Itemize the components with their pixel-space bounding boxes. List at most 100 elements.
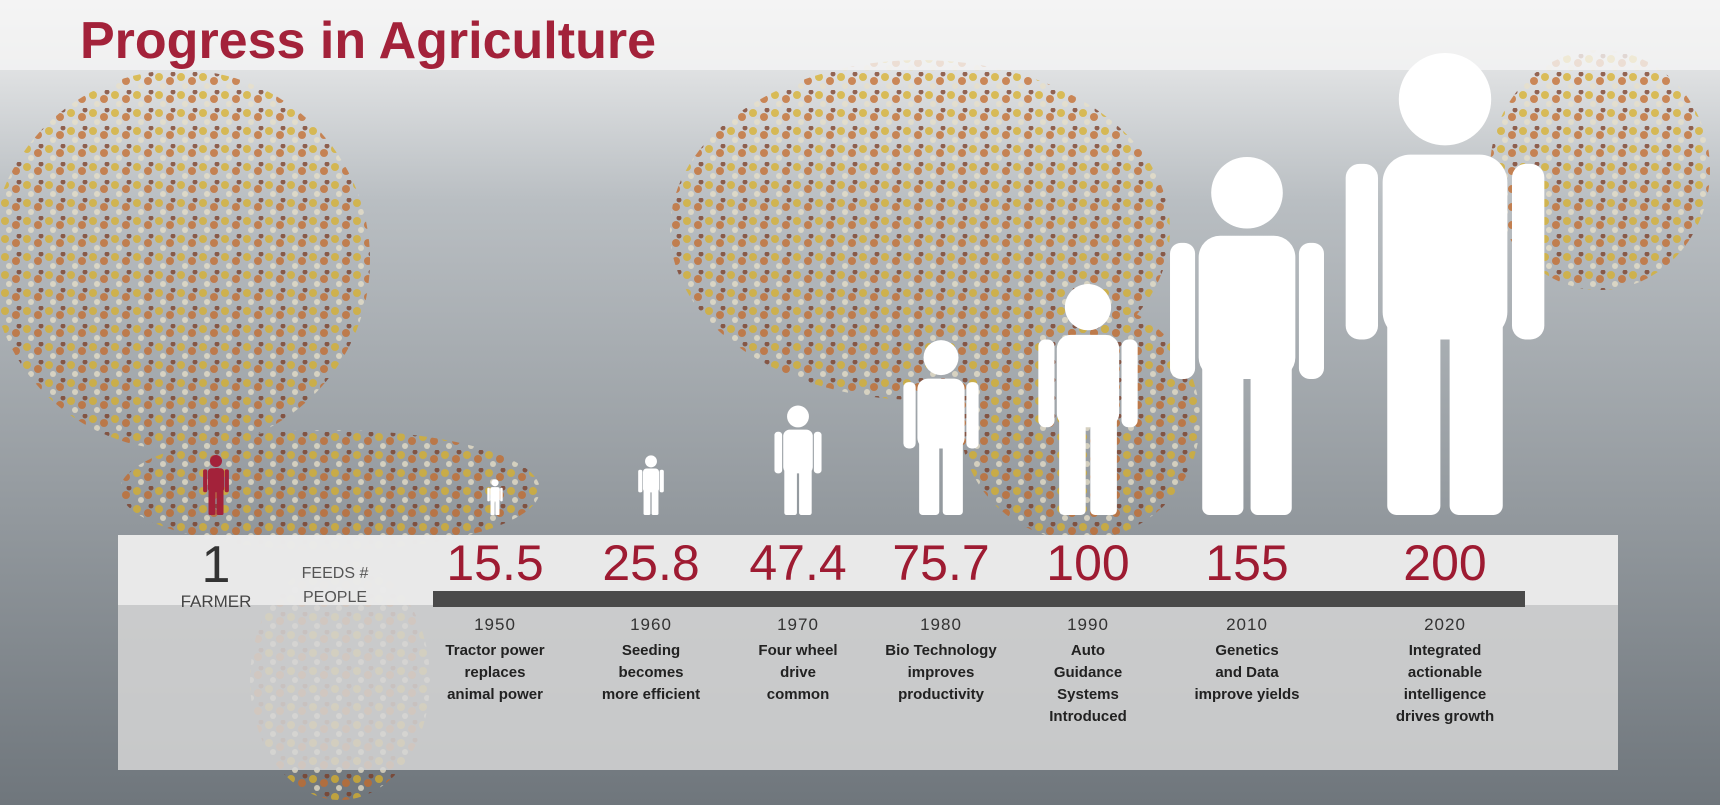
- person-figure: [774, 405, 822, 515]
- figure-part: [774, 431, 783, 474]
- description: Tractor power: [445, 642, 544, 659]
- figure-part: [495, 498, 500, 515]
- figure-part: [1090, 411, 1117, 515]
- figure-part: [917, 378, 965, 449]
- person-figure: [487, 479, 503, 515]
- description: Four wheel: [758, 642, 837, 659]
- figure-part: [1121, 339, 1138, 428]
- description: Seeding: [622, 642, 680, 659]
- description: replaces: [465, 664, 526, 681]
- figure-part: [787, 405, 809, 428]
- title: Progress in Agriculture: [80, 12, 656, 70]
- figure-part: [487, 487, 490, 502]
- value-label: 155: [1205, 535, 1288, 591]
- figure-part: [1387, 307, 1441, 515]
- value-label: 100: [1046, 535, 1129, 591]
- person-figure: [1170, 156, 1324, 515]
- year-label: 1990: [1067, 615, 1109, 634]
- person-figure: [1345, 53, 1545, 515]
- figure-part: [1198, 235, 1296, 379]
- figure-part: [645, 455, 657, 468]
- description: Integrated: [1409, 642, 1482, 659]
- figure-part: [500, 487, 503, 502]
- figure-part: [642, 468, 660, 493]
- description: Introduced: [1049, 708, 1127, 725]
- figure-part: [942, 436, 963, 515]
- figure-part: [903, 382, 916, 449]
- figure-part: [224, 469, 229, 493]
- figure-part: [216, 488, 224, 515]
- description: improves: [908, 664, 975, 681]
- figure-part: [490, 498, 495, 515]
- figure-part: [799, 465, 812, 515]
- farmer-figure: [203, 455, 229, 515]
- figure-part: [919, 436, 940, 515]
- figure-part: [1059, 411, 1086, 515]
- description: more efficient: [602, 686, 700, 703]
- description: productivity: [898, 686, 984, 703]
- figure-part: [1202, 353, 1244, 515]
- description: Genetics: [1215, 642, 1278, 659]
- figure-part: [208, 488, 216, 515]
- description: animal power: [447, 686, 543, 703]
- person-figure: [903, 340, 979, 515]
- description: and Data: [1215, 664, 1279, 681]
- value-label: 200: [1403, 535, 1486, 591]
- figure-part: [1382, 154, 1508, 340]
- description: Bio Technology: [885, 642, 997, 659]
- figure-part: [966, 382, 979, 449]
- description: intelligence: [1404, 686, 1487, 703]
- year-label: 2020: [1424, 615, 1466, 634]
- figure-part: [1056, 334, 1120, 428]
- figure-part: [651, 488, 659, 515]
- feeds-label: FEEDS #: [302, 565, 369, 582]
- farmer-label: FARMER: [181, 592, 252, 611]
- description: becomes: [618, 664, 683, 681]
- figure-part: [1064, 284, 1112, 331]
- year-label: 1950: [474, 615, 516, 634]
- figure-part: [784, 465, 797, 515]
- year-label: 1960: [630, 615, 672, 634]
- figure-part: [491, 479, 499, 487]
- feeds-label: PEOPLE: [303, 589, 367, 606]
- figure-part: [1211, 156, 1283, 229]
- farmer-count: 1: [202, 536, 231, 594]
- figure-part: [1250, 353, 1292, 515]
- figure-part: [1038, 339, 1055, 428]
- description: drives growth: [1396, 708, 1494, 725]
- figure-part: [1449, 307, 1503, 515]
- year-label: 1970: [777, 615, 819, 634]
- person-figure: [638, 455, 664, 515]
- description: common: [767, 686, 830, 703]
- figure-part: [659, 469, 664, 493]
- figure-part: [1511, 163, 1545, 340]
- figure-part: [1170, 242, 1196, 379]
- figure-part: [490, 487, 500, 502]
- timeline-bar: [433, 591, 1525, 607]
- description: Auto: [1071, 642, 1105, 659]
- figure-part: [1398, 53, 1492, 146]
- figure-part: [813, 431, 822, 474]
- figure-part: [923, 340, 959, 376]
- description: Guidance: [1054, 664, 1122, 681]
- person-figure: [1038, 284, 1138, 515]
- year-label: 2010: [1226, 615, 1268, 634]
- figure-part: [203, 469, 208, 493]
- description: improve yields: [1194, 686, 1299, 703]
- year-label: 1980: [920, 615, 962, 634]
- description: Systems: [1057, 686, 1119, 703]
- figure-part: [210, 455, 222, 467]
- value-label: 75.7: [892, 535, 989, 591]
- figure-part: [1298, 242, 1324, 379]
- value-label: 25.8: [602, 535, 699, 591]
- figure-part: [638, 469, 643, 493]
- figure-part: [207, 468, 225, 493]
- figure-part: [643, 488, 651, 515]
- value-label: 47.4: [749, 535, 846, 591]
- description: actionable: [1408, 664, 1482, 681]
- figure-part: [783, 429, 813, 474]
- value-label: 15.5: [446, 535, 543, 591]
- figure-part: [1345, 163, 1379, 340]
- description: drive: [780, 664, 816, 681]
